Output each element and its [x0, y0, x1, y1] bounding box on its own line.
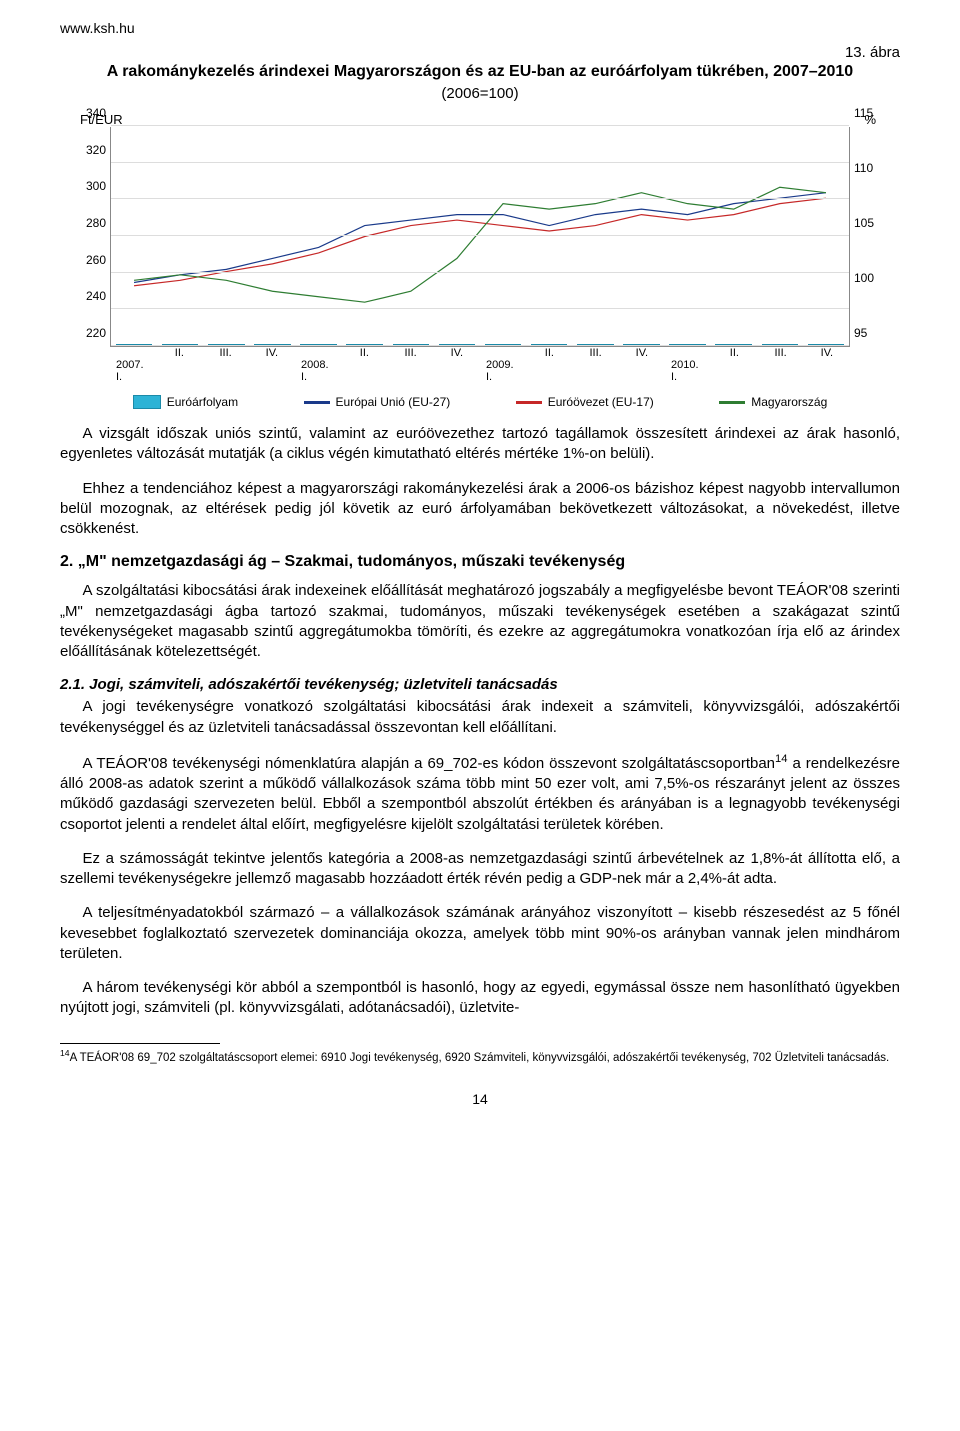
paragraph: A jogi tevékenységre vonatkozó szolgálta… — [60, 697, 900, 738]
chart-title: A rakománykezelés árindexei Magyarország… — [60, 63, 900, 81]
chart-legend: Euróárfolyam Európai Unió (EU-27) Euróöv… — [110, 395, 850, 409]
section-heading: 2. „M" nemzetgazdasági ág – Szakmai, tud… — [60, 553, 900, 571]
chart-lines — [111, 127, 849, 346]
legend-label-hu: Magyarország — [751, 395, 827, 409]
paragraph: Ehhez a tendenciához képest a magyarorsz… — [60, 479, 900, 540]
chart-plot — [110, 127, 850, 347]
paragraph: A vizsgált időszak uniós szintű, valamin… — [60, 424, 900, 465]
legend-label-bar: Euróárfolyam — [167, 395, 238, 409]
paragraph: A szolgáltatási kibocsátási árak indexei… — [60, 581, 900, 662]
subsection-heading: 2.1. Jogi, számviteli, adószakértői tevé… — [60, 676, 900, 693]
paragraph: A három tevékenységi kör abból a szempon… — [60, 978, 900, 1019]
swatch-eu27 — [304, 401, 330, 404]
legend-label-eu27: Európai Unió (EU-27) — [336, 395, 451, 409]
legend-item-bar: Euróárfolyam — [133, 395, 238, 409]
x-axis-years: 2007. I.2008. I.2009. I.2010. I. — [110, 359, 850, 383]
page-number: 14 — [60, 1091, 900, 1107]
paragraph: A TEÁOR'08 tevékenységi nómenklatúra ala… — [60, 752, 900, 835]
chart-subtitle: (2006=100) — [60, 85, 900, 102]
y-axis-left: 220240260280300320340 — [70, 127, 110, 347]
chart-container: Ft/EUR % 220240260280300320340 951001051… — [70, 112, 890, 409]
footnote-rule — [60, 1043, 220, 1044]
para-text: A TEÁOR'08 tevékenységi nómenklatúra ala… — [83, 755, 776, 772]
footnote: 14A TEÁOR'08 69_702 szolgáltatáscsoport … — [60, 1048, 900, 1066]
figure-label: 13. ábra — [60, 44, 900, 61]
swatch-eu17 — [516, 401, 542, 404]
y-axis-right: 95100105110115 — [850, 127, 890, 347]
swatch-hu — [719, 401, 745, 404]
x-axis-quarters: II.III.IV.II.III.IV.II.III.IV.II.III.IV. — [110, 347, 850, 359]
footnote-number: 14 — [60, 1048, 70, 1058]
footnote-text: A TEÁOR'08 69_702 szolgáltatáscsoport el… — [70, 1051, 890, 1063]
paragraph: A teljesítményadatokból származó – a vál… — [60, 903, 900, 964]
legend-item-eu27: Európai Unió (EU-27) — [304, 395, 451, 409]
footnote-ref: 14 — [775, 753, 788, 765]
header-url: www.ksh.hu — [60, 20, 900, 36]
legend-item-eu17: Euróövezet (EU-17) — [516, 395, 654, 409]
swatch-bar — [133, 395, 161, 409]
paragraph: Ez a számosságát tekintve jelentős kateg… — [60, 849, 900, 890]
legend-item-hu: Magyarország — [719, 395, 827, 409]
legend-label-eu17: Euróövezet (EU-17) — [548, 395, 654, 409]
